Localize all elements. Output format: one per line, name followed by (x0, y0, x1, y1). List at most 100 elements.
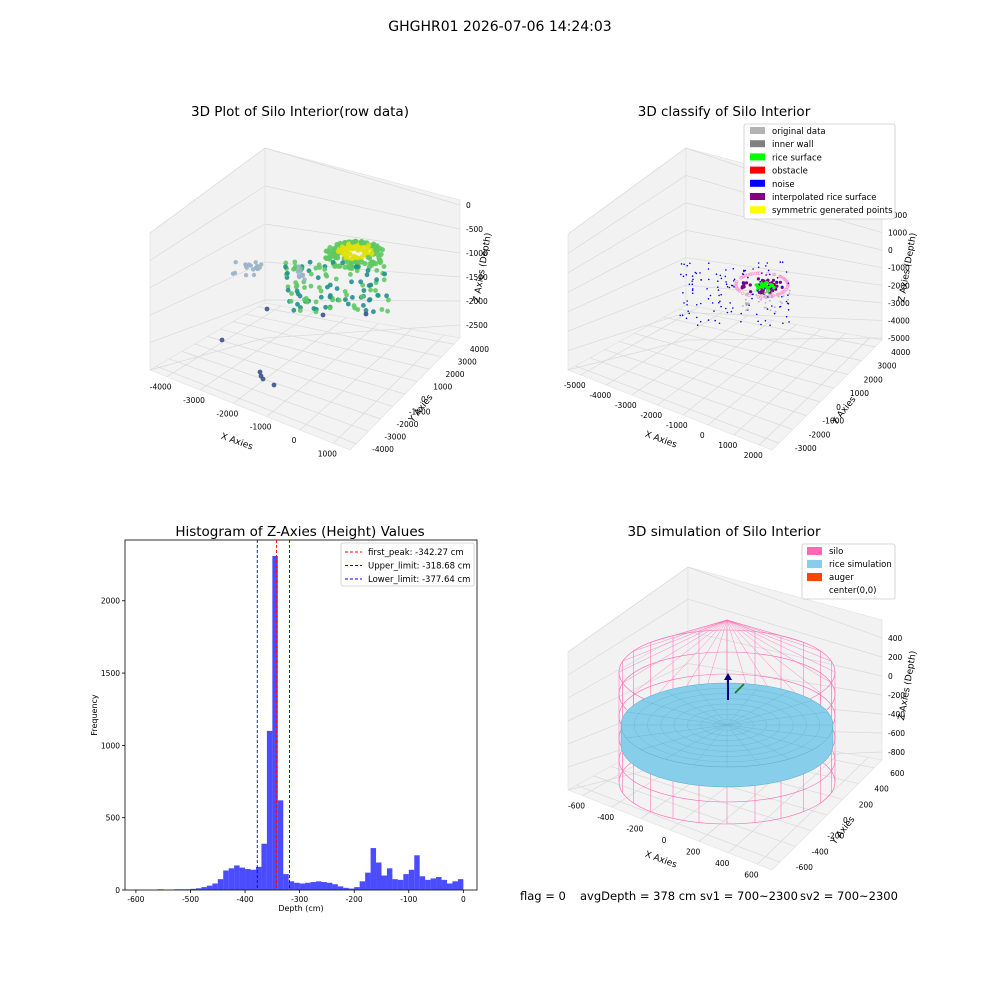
histogram-bar (354, 887, 360, 890)
data-point (302, 285, 307, 290)
symmetric-point (749, 272, 753, 276)
histogram-x-ticks: -600 -500 -400 -300 -200 -100 0 (127, 890, 466, 904)
data-point (300, 273, 305, 278)
original-point (745, 304, 748, 307)
symmetric-point (785, 280, 789, 284)
original-point (765, 307, 768, 309)
legend-swatch (750, 206, 765, 214)
noise-point (781, 261, 784, 264)
data-point (347, 265, 353, 271)
noise-point (719, 300, 721, 303)
data-point (382, 271, 387, 277)
simulation-title: 3D simulation of Silo Interior (627, 524, 821, 540)
original-point (744, 298, 747, 301)
noise-point (725, 281, 727, 283)
original-point (771, 296, 774, 299)
data-point (292, 259, 298, 265)
histogram-bar (441, 879, 447, 890)
noise-point (757, 262, 760, 264)
data-point (296, 273, 302, 278)
noise-point (685, 274, 688, 276)
data-point (339, 244, 345, 250)
data-point (302, 297, 307, 303)
interpolated-point (757, 290, 762, 294)
data-point (332, 264, 338, 269)
y-tick-label: 1000 (433, 383, 452, 392)
data-point (334, 286, 340, 291)
noise-point (700, 302, 702, 305)
rice-surface-point (759, 281, 763, 285)
symmetric-point (734, 282, 738, 286)
data-point (359, 294, 365, 299)
x-tick-label: -3000 (615, 401, 637, 410)
sim-z-ticks: 400 200 0 -200 -400 -600 -800 (888, 634, 905, 757)
silo-roof-line (650, 619, 728, 702)
data-point (320, 312, 326, 318)
noise-point (707, 319, 710, 321)
silo-roof-line (726, 619, 804, 643)
data-point (358, 279, 364, 285)
noise-point (757, 320, 759, 323)
y-tick-label: 2000 (445, 370, 464, 379)
noise-point (717, 280, 719, 283)
data-point (323, 248, 329, 254)
symmetric-point (781, 290, 785, 294)
histogram-bar (425, 879, 431, 890)
data-point (330, 259, 336, 265)
histogram-bar (337, 886, 344, 890)
sim-x-ticks: -600 -400 -200 0 200 400 600 (568, 802, 759, 880)
data-point (386, 297, 391, 303)
classify-floor-pane (567, 304, 883, 451)
data-point (351, 303, 357, 309)
z-tick-label: 0 (466, 201, 471, 210)
y-tick-label: 3000 (458, 358, 477, 367)
data-point (243, 273, 249, 278)
interpolated-point (749, 290, 753, 294)
x-tick-label: 2000 (744, 451, 763, 460)
legend-label: symmetric generated points (772, 206, 893, 216)
data-point (375, 247, 381, 253)
z-tick-label: -1500 (466, 273, 488, 282)
y-tick-label: -600 (796, 863, 813, 872)
data-point (308, 283, 314, 289)
histogram-bar (321, 882, 327, 890)
data-point (365, 268, 371, 273)
noise-point (787, 309, 790, 311)
classify-grid (567, 147, 883, 446)
noise-point (733, 286, 735, 288)
legend-label: Lower_limit: -377.64 cm (368, 575, 470, 585)
histogram-bar (245, 869, 251, 890)
symmetric-point (753, 271, 758, 276)
data-point (283, 264, 288, 270)
data-point (343, 255, 349, 261)
data-point (375, 292, 381, 298)
z-tick-label: -600 (888, 729, 905, 738)
data-point (361, 288, 367, 293)
noise-point (751, 297, 753, 300)
silo-roof-line (726, 619, 821, 694)
noise-point (733, 280, 735, 282)
data-point (340, 260, 346, 266)
silo-roof-line (633, 619, 728, 652)
noise-point (706, 288, 708, 290)
histogram-bar (397, 879, 404, 890)
noise-point (696, 324, 699, 327)
classify-x-ticks: -5000-4000 -3000-2000 -1000 0 1000 2000 (564, 381, 763, 460)
histogram-bar (359, 881, 366, 890)
data-point (294, 288, 300, 294)
rice-mesh-line (694, 724, 728, 766)
z-tick-label: -3000 (888, 299, 910, 308)
noise-point (759, 280, 761, 283)
noise-point (687, 310, 689, 313)
data-point (369, 263, 375, 268)
raw-data-points (219, 238, 391, 388)
data-point (376, 255, 382, 261)
histogram-bar (381, 875, 387, 890)
legend-swatch (807, 547, 822, 555)
panel-classify-scatter: 3D classify of Silo Interior -5000-4000-… (564, 104, 919, 460)
data-point (317, 265, 322, 270)
data-point (384, 293, 389, 299)
y-tick-label: 500 (106, 814, 121, 823)
rice-mesh-line (641, 724, 728, 750)
histogram-bar (157, 889, 164, 890)
